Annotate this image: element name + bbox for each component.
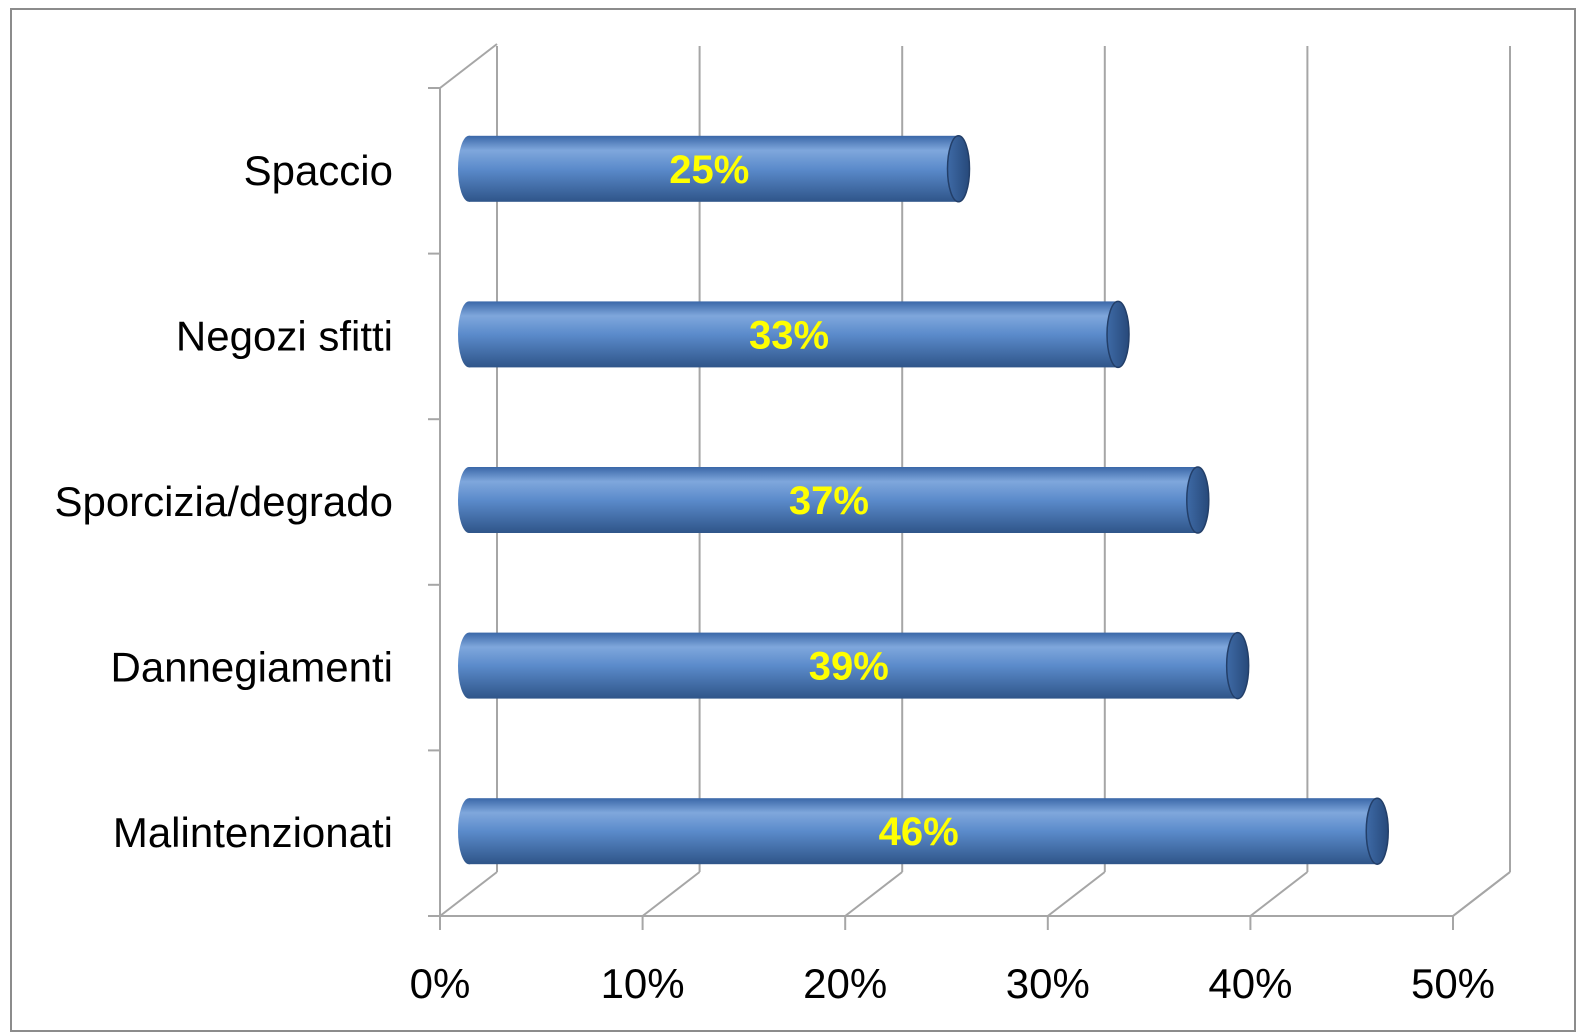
bar (458, 466, 1210, 534)
x-tick-label: 50% (1411, 960, 1495, 1007)
data-label: 39% (809, 645, 889, 689)
labels-layer: 0% 10% 20% 30% 40% 50% Spaccio 25% Negozi sfitti… (54, 147, 1495, 1007)
bar-body (469, 135, 957, 202)
category-label: Sporcizia/degrado (54, 478, 393, 525)
floor-right-edge (1452, 871, 1511, 917)
bar-end-cap (1186, 466, 1210, 534)
floor-gridline (439, 871, 498, 917)
x-tick-label: 40% (1208, 960, 1292, 1007)
bar-end-cap (1365, 797, 1389, 865)
bar (458, 300, 1130, 369)
bar (458, 797, 1389, 865)
bar-end-cap (1106, 300, 1130, 369)
category-label: Dannegiamenti (110, 644, 393, 691)
x-tick-label: 10% (601, 960, 685, 1007)
data-label: 46% (879, 810, 959, 854)
x-tick-label: 20% (803, 960, 887, 1007)
bars-layer (458, 135, 1389, 865)
x-tick-label: 0% (410, 960, 471, 1007)
data-label: 33% (749, 313, 829, 357)
category-label: Malintenzionati (113, 809, 393, 856)
x-tick-label: 30% (1006, 960, 1090, 1007)
data-label: 25% (669, 148, 749, 192)
bar-end-cap (946, 135, 971, 203)
bar (458, 135, 971, 203)
category-label: Spaccio (244, 147, 393, 194)
bar-body (469, 798, 1376, 865)
bar-end-cap (1225, 631, 1250, 700)
side-wall-top (439, 43, 498, 89)
bar (458, 631, 1250, 700)
bar-body (469, 301, 1117, 368)
category-label: Negozi sfitti (176, 312, 393, 359)
floor-gridline (641, 871, 701, 917)
bar-body (469, 467, 1196, 533)
data-label: 37% (789, 479, 869, 523)
floor-gridline (844, 871, 903, 917)
floor-gridline (1047, 871, 1106, 917)
bar-body (469, 632, 1236, 699)
floor-gridline (1249, 871, 1309, 917)
